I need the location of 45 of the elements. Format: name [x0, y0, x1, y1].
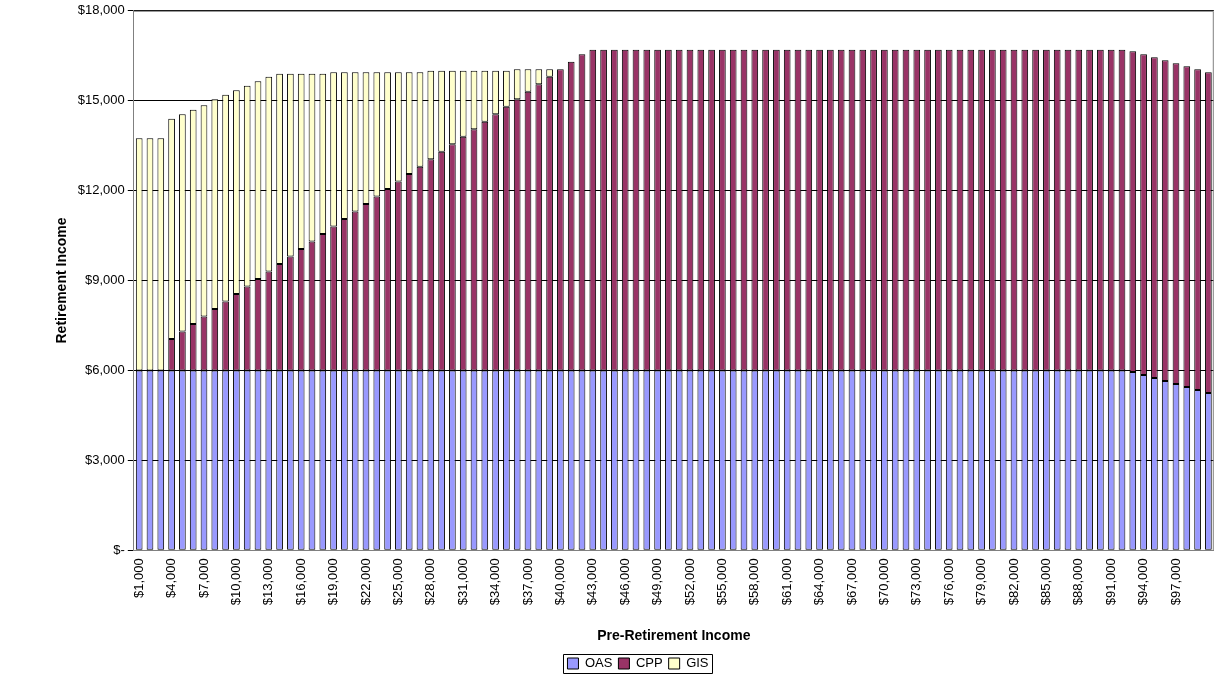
x-tick-label: $67,000: [843, 558, 859, 606]
y-tick-label: $9,000: [85, 272, 125, 288]
x-tick-label: $16,000: [292, 558, 308, 606]
x-tick-label: $10,000: [227, 558, 243, 606]
x-tick-label: $88,000: [1070, 558, 1086, 606]
x-tick-label: $52,000: [681, 558, 697, 606]
x-tick-label: $85,000: [1037, 558, 1053, 606]
x-tick-label: $91,000: [1102, 558, 1118, 606]
x-tick-label: $94,000: [1135, 558, 1151, 606]
x-tick-label: $97,000: [1167, 558, 1183, 606]
x-tick-label: $73,000: [908, 558, 924, 606]
y-tick-label: $3,000: [85, 451, 125, 467]
y-axis-title: Retirement Income: [53, 217, 70, 344]
x-tick-label: $55,000: [713, 558, 729, 606]
x-tick-label: $76,000: [940, 558, 956, 606]
x-tick-label: $70,000: [875, 558, 891, 606]
x-tick-label: $25,000: [389, 558, 405, 606]
x-tick-label: $19,000: [325, 558, 341, 606]
x-tick-label: $13,000: [260, 558, 276, 606]
x-tick-label: $34,000: [487, 558, 503, 606]
x-tick-label: $40,000: [551, 558, 567, 606]
x-tick-label: $28,000: [422, 558, 438, 606]
y-tick-label: $6,000: [85, 361, 125, 377]
x-tick-label: $7,000: [195, 558, 211, 598]
x-tick-label: $46,000: [616, 558, 632, 606]
y-tick-label: $12,000: [77, 182, 125, 198]
x-tick-label: $58,000: [746, 558, 762, 606]
y-tick-label: $-: [113, 541, 125, 557]
x-tick-label: $4,000: [163, 558, 179, 598]
x-tick-label: $82,000: [1005, 558, 1021, 606]
x-tick-label: $61,000: [778, 558, 794, 606]
x-tick-label: $49,000: [649, 558, 665, 606]
x-tick-label: $64,000: [811, 558, 827, 606]
x-tick-label: $43,000: [584, 558, 600, 606]
y-tick-label: $15,000: [77, 92, 125, 108]
y-tick-label: $18,000: [77, 2, 125, 18]
x-tick-label: $79,000: [973, 558, 989, 606]
legend-label: CPP: [635, 655, 663, 671]
x-tick-label: $37,000: [519, 558, 535, 606]
x-tick-label: $1,000: [130, 558, 146, 598]
x-tick-label: $31,000: [454, 558, 470, 606]
x-tick-label: $22,000: [357, 558, 373, 606]
legend-label: GIS: [686, 655, 709, 671]
x-axis-title: Pre-Retirement Income: [597, 627, 751, 644]
legend-label: OAS: [584, 655, 613, 671]
